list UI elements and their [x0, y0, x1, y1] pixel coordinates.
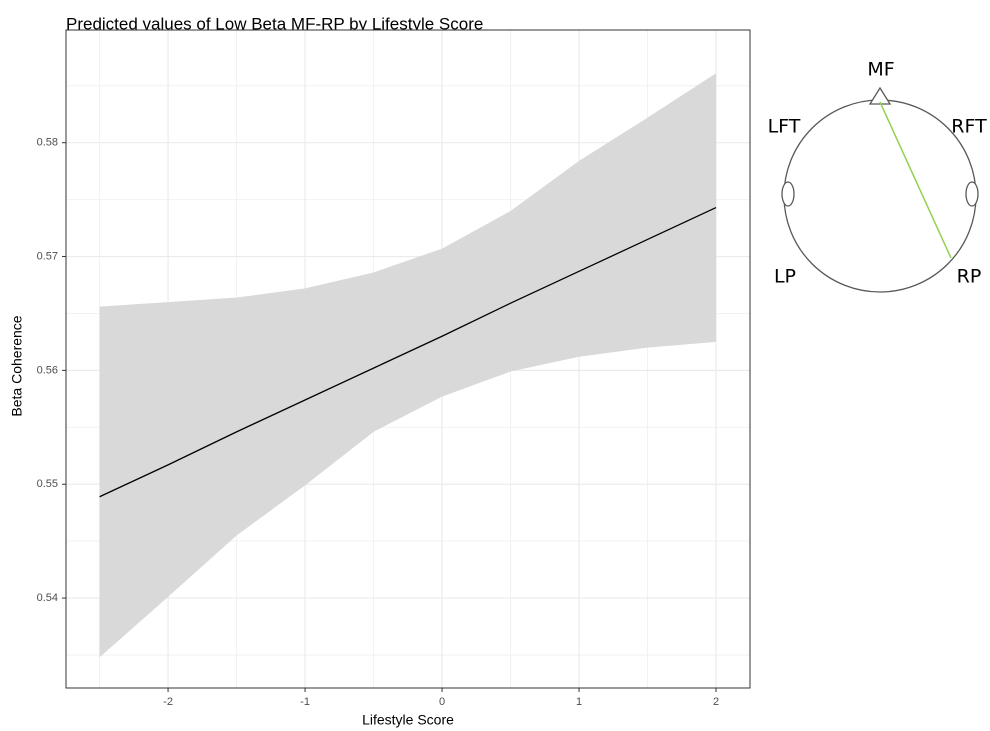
fit-line [99, 207, 717, 498]
x-tick-label: 2 [713, 696, 719, 708]
confidence-band [99, 73, 717, 658]
x-tick-label: 0 [439, 696, 445, 708]
y-tick-label: 0.55 [37, 478, 58, 490]
y-tick-label: 0.58 [37, 137, 58, 149]
nose [868, 86, 892, 105]
connection-line [879, 101, 952, 259]
electrode-label: LP [774, 266, 796, 288]
electrode-label: RP [957, 266, 982, 288]
x-tick-label: -1 [300, 696, 310, 708]
plot-border [65, 29, 751, 689]
y-tick-label: 0.57 [37, 250, 58, 262]
head-outline [783, 99, 977, 293]
chart-title: Predicted values of Low Beta MF-RP by Li… [66, 14, 483, 33]
x-axis-label: Lifestyle Score [362, 712, 454, 728]
y-axis-label: Beta Coherence [9, 315, 25, 416]
y-tick-label: 0.54 [37, 592, 58, 604]
y-tick-label: 0.56 [37, 364, 58, 376]
head-diagram: MF LFT RFT LP RP [768, 59, 987, 293]
x-tick-label: 1 [576, 696, 582, 708]
plot-area [66, 30, 750, 688]
right-ear [965, 181, 979, 207]
electrode-label: LFT [768, 116, 801, 138]
left-ear [781, 181, 795, 207]
x-tick-label: -2 [163, 696, 173, 708]
electrode-label: RFT [951, 116, 987, 138]
electrode-label: MF [867, 59, 894, 81]
